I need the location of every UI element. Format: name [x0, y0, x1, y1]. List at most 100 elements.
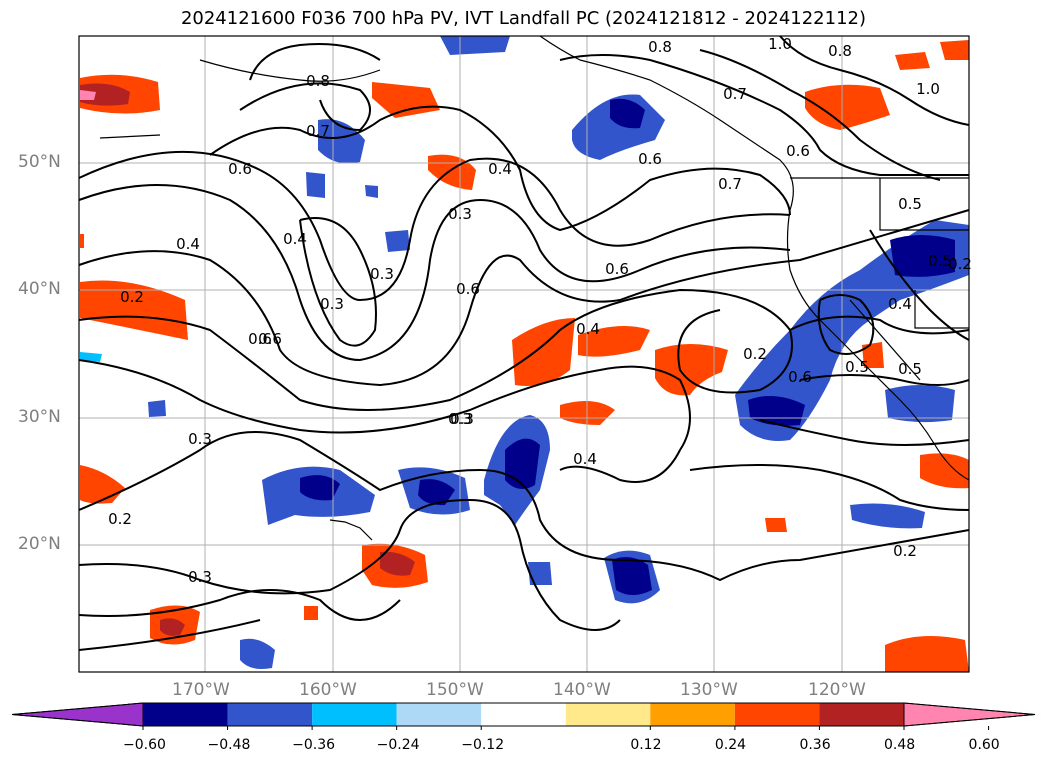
contour-label: 0.8 [828, 42, 852, 60]
lat-label: 20°N [18, 534, 61, 554]
colorbar-tick-label: 0.36 [799, 737, 831, 753]
colorbar [11, 702, 1036, 730]
positive-anomaly-region [80, 234, 84, 248]
contour-label: 0.3 [320, 295, 344, 313]
contour-label: 0.4 [888, 295, 912, 313]
colorbar-tick-label: 0.48 [884, 737, 916, 753]
contour-label: 0.7 [718, 175, 742, 193]
colorbar-tick-label: −0.48 [207, 737, 251, 753]
colorbar-tick-label: 0.60 [968, 737, 1000, 753]
contour-label: 1.0 [916, 80, 940, 98]
positive-anomaly-region [920, 453, 969, 489]
colorbar-tick-label: 0.24 [714, 737, 747, 753]
contour-label: 0.4 [573, 450, 597, 468]
colorbar-bin [734, 703, 820, 726]
pv-contours [78, 35, 970, 651]
contour-label: 0.6 [456, 280, 480, 298]
negative-anomaly-core [612, 556, 652, 595]
ivt-shading [80, 36, 969, 672]
positive-anomaly-region [805, 84, 890, 130]
negative-anomaly-core [890, 235, 955, 277]
contour-label: 0.5 [928, 252, 952, 270]
negative-anomaly-region [148, 400, 166, 417]
colorbar-tick-label: 0.12 [630, 737, 662, 753]
contour-label: 0.7 [306, 122, 330, 140]
colorbar-bin [396, 703, 482, 726]
positive-anomaly-region [304, 606, 318, 620]
colorbar-bin [312, 703, 397, 726]
colorbar-bin [819, 703, 904, 726]
positive-anomaly-core [160, 618, 185, 636]
positive-anomaly-core [380, 551, 415, 576]
positive-anomaly-region [940, 40, 969, 60]
contour-label: 0.3 [450, 410, 474, 428]
lon-label: 170°W [172, 680, 230, 700]
positive-anomaly-region [80, 280, 188, 340]
colorbar-tick-label: −0.12 [461, 737, 505, 753]
contour-label: 0.5 [898, 195, 922, 213]
positive-anomaly-region [372, 82, 440, 118]
positive-anomaly-core [80, 83, 130, 106]
contour-label: 0.4 [176, 235, 200, 253]
positive-anomaly-region [895, 52, 930, 70]
contour-label: 0.3 [448, 205, 472, 223]
contour-label: 0.3 [448, 410, 472, 428]
colorbar-bin [481, 703, 566, 726]
lat-label: 40°N [18, 279, 61, 299]
contour-label: 0.6 [638, 150, 662, 168]
contour-label: 0.5 [898, 360, 922, 378]
lon-label: 150°W [426, 680, 484, 700]
negative-anomaly-region [885, 385, 955, 423]
contour-label: 0.6 [605, 260, 629, 278]
contour-label: 1.0 [768, 35, 792, 53]
colorbar-bin [650, 703, 735, 726]
contour-label: 0.8 [306, 72, 330, 90]
colorbar-extend-high [903, 702, 1036, 727]
lon-label: 140°W [553, 680, 611, 700]
map-title: 2024121600 F036 700 hPa PV, IVT Landfall… [180, 8, 867, 29]
negative-anomaly-region [440, 36, 510, 55]
contour-label: 0.6 [228, 160, 252, 178]
positive-anomaly-region [862, 342, 884, 368]
contour-label: 0.3 [370, 265, 394, 283]
contour-label: 0.6 [258, 330, 282, 348]
colorbar-bin [227, 703, 313, 726]
map-panel: 0.80.70.60.60.40.40.30.20.30.60.40.30.60… [78, 35, 972, 673]
positive-anomaly-region [885, 636, 969, 672]
positive-peak-core [80, 90, 96, 100]
contour-label: 0.2 [893, 542, 917, 560]
negative-anomaly-region [240, 638, 275, 669]
lon-label: 130°W [680, 680, 738, 700]
negative-anomaly-region [365, 185, 378, 198]
coastlines [99, 35, 970, 541]
negative-anomaly-core [505, 438, 540, 489]
colorbar-tick-label: −0.24 [376, 737, 420, 753]
colorbar-bin [143, 703, 228, 726]
contour-label: 0.4 [283, 230, 307, 248]
contour-label: 0.6 [248, 330, 272, 348]
negative-anomaly-region [850, 503, 925, 529]
contour-label: 0.8 [648, 38, 672, 56]
contour-label: 0.5 [845, 358, 869, 376]
contour-label: 0.4 [488, 160, 512, 178]
lat-label: 50°N [18, 152, 61, 172]
negative-anomaly-region [385, 230, 410, 252]
contour-label: 0.7 [723, 85, 747, 103]
negative-anomaly-region [80, 352, 102, 362]
contour-label: 0.3 [188, 568, 212, 586]
contour-label: 0.6 [788, 368, 812, 386]
contour-label: 0.2 [120, 288, 144, 306]
positive-anomaly-region [765, 518, 787, 532]
positive-anomaly-region [512, 318, 575, 386]
lat-label: 30°N [18, 407, 61, 427]
lon-label: 160°W [299, 680, 357, 700]
colorbar-extend-low [11, 702, 144, 727]
negative-anomaly-region [306, 172, 325, 198]
contour-label: 0.4 [576, 320, 600, 338]
negative-anomaly-core [418, 479, 455, 506]
contour-label: 0.3 [188, 430, 212, 448]
lon-label: 120°W [808, 680, 866, 700]
contour-label: 0.2 [108, 510, 132, 528]
positive-anomaly-region [655, 344, 728, 396]
